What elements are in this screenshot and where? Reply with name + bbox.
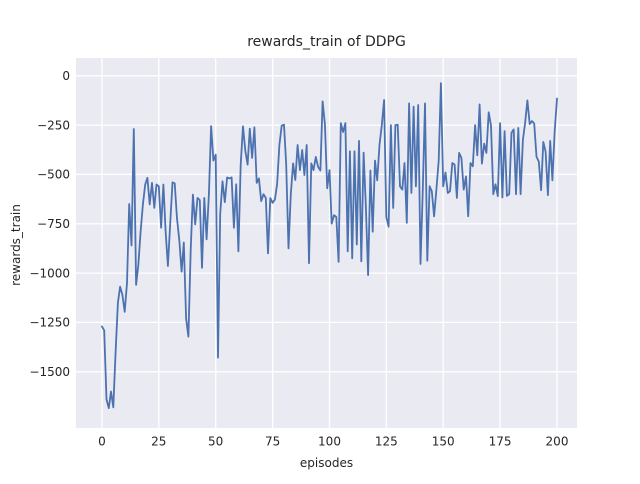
x-tick-label: 150 xyxy=(432,435,455,449)
x-tick-label: 0 xyxy=(98,435,106,449)
x-tick-label: 125 xyxy=(375,435,398,449)
y-axis-label: rewards_train xyxy=(9,204,23,286)
y-tick-label: −1000 xyxy=(29,266,70,280)
y-tick-labels: 0 −250 −500 −750 −1000 −1250 −1500 xyxy=(29,69,70,379)
gridlines xyxy=(76,58,577,428)
chart-title: rewards_train of DDPG xyxy=(247,34,406,50)
y-tick-label: 0 xyxy=(62,69,70,83)
rewards-line-series xyxy=(101,82,558,410)
plot-area xyxy=(76,58,577,428)
x-tick-label: 100 xyxy=(318,435,341,449)
y-tick-label: −250 xyxy=(37,118,70,132)
y-tick-label: −1250 xyxy=(29,316,70,330)
x-axis-label: episodes xyxy=(300,456,353,470)
y-tick-label: −500 xyxy=(37,168,70,182)
x-tick-label: 200 xyxy=(546,435,569,449)
x-tick-label: 50 xyxy=(208,435,223,449)
x-tick-label: 25 xyxy=(151,435,166,449)
y-tick-label: −1500 xyxy=(29,365,70,379)
x-tick-label: 175 xyxy=(489,435,512,449)
y-tick-label: −750 xyxy=(37,217,70,231)
x-tick-labels: 0 25 50 75 100 125 150 175 200 xyxy=(98,435,568,449)
x-tick-label: 75 xyxy=(265,435,280,449)
